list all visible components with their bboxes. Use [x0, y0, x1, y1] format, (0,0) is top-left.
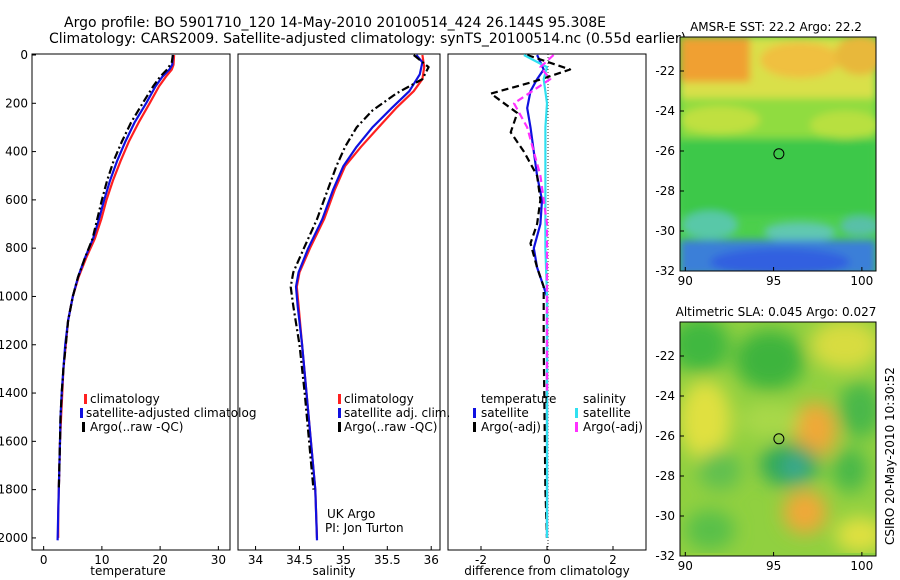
y-tick-label: 200 [5, 96, 28, 110]
legend-swatch-temp-satellite [473, 408, 476, 418]
legend-title-temperature: temperature [481, 392, 556, 406]
y-tick-label: 1600 [0, 434, 28, 448]
y-tick-label: 1400 [0, 386, 28, 400]
sst-map [680, 37, 876, 271]
legend-swatch-temp-argo [473, 422, 476, 432]
map-x-tick-label: 100 [850, 274, 873, 288]
legend-swatch-climatology [338, 394, 341, 404]
sla-map-axes: 90 95 100 -22 -24 -26 -28 -30 -32 [655, 349, 873, 573]
legend-swatch-argo [82, 422, 85, 432]
legend-label-satellite: satellite-adjusted climatolog [86, 406, 256, 420]
series-line-satellite [523, 54, 549, 538]
salinity-xlabel: salinity [312, 564, 355, 578]
series-line-argo-adj [512, 54, 555, 393]
map-x-tick-label: 90 [678, 274, 693, 288]
legend-swatch-climatology [84, 394, 87, 404]
temperature-panel [31, 53, 231, 551]
legend-label-argo: Argo(..raw -QC) [344, 420, 437, 434]
map-x-tick-label: 90 [678, 559, 693, 573]
legend-label-argo: Argo(..raw -QC) [90, 420, 183, 434]
salinity-panel [237, 53, 441, 551]
legend-label-temp-argo: Argo(-adj) [481, 420, 541, 434]
sst-map-frame [679, 36, 877, 272]
salinity-chart: 34 34.5 35 35.5 36 [248, 54, 439, 567]
legend-label-satellite: satellite adj. clim. [344, 406, 450, 420]
series-line-satellite-adj-clim [294, 54, 424, 541]
x-tick-label: 35.5 [374, 553, 401, 567]
header-line2: Climatology: CARS2009. Satellite-adjuste… [49, 31, 686, 47]
series-line-climatology [57, 54, 176, 538]
sla-map-title: Altimetric SLA: 0.045 Argo: 0.027 [676, 305, 877, 319]
header-line1: Argo profile: BO 5901710_120 14-May-2010… [64, 15, 606, 31]
x-tick-label: 10 [94, 553, 109, 567]
pi-label: PI: Jon Turton [325, 521, 404, 535]
temperature-legend: climatology satellite-adjusted climatolo… [80, 392, 256, 434]
map-x-tick-label: 100 [850, 559, 873, 573]
legend-label-climatology: climatology [90, 392, 160, 406]
argo-location-marker [773, 148, 785, 160]
map-y-tick-label: -24 [655, 104, 675, 118]
owner-label: UK Argo [327, 507, 375, 521]
sst-map-axes: 90 95 100 -22 -24 -26 -28 -30 -32 [655, 64, 873, 288]
x-tick-label: 20 [152, 553, 167, 567]
x-tick-label: 36 [424, 553, 439, 567]
legend-swatch-satellite [338, 408, 341, 418]
x-tick-label: 34 [248, 553, 263, 567]
x-tick-label: 35 [336, 553, 351, 567]
x-tick-label: 30 [211, 553, 226, 567]
y-tick-label: 800 [5, 241, 28, 255]
map-x-tick-label: 95 [766, 559, 781, 573]
y-tick-label: 2000 [0, 531, 28, 545]
map-y-tick-label: -24 [655, 389, 675, 403]
y-tick-label: 600 [5, 193, 28, 207]
map-y-tick-label: -22 [655, 349, 675, 363]
difference-xlabel: difference from climatology [464, 564, 630, 578]
legend-title-salinity: salinity [583, 392, 626, 406]
series-line-argo-adj [489, 53, 572, 538]
y-tick-label: 1800 [0, 483, 28, 497]
x-tick-label: 34.5 [286, 553, 313, 567]
map-y-tick-label: -30 [655, 224, 675, 238]
map-y-tick-label: -32 [655, 264, 675, 278]
sla-map [680, 322, 876, 556]
legend-swatch-argo [338, 422, 341, 432]
y-tick-label: 400 [5, 145, 28, 159]
legend-label-sal-satellite: satellite [583, 406, 631, 420]
map-y-tick-label: -28 [655, 469, 675, 483]
salinity-legend: climatology satellite adj. clim. Argo(..… [338, 392, 450, 434]
series-line-climatology [295, 54, 426, 538]
series-line-satellite-adjusted-climatolog [56, 54, 174, 541]
side-timestamp-label: CSIRO 20-May-2010 10:30:52 [883, 367, 897, 545]
y-tick-label: 0 [20, 48, 28, 62]
x-tick-label: 0 [40, 553, 48, 567]
map-y-tick-label: -22 [655, 64, 675, 78]
sla-map-frame [679, 321, 877, 557]
legend-swatch-sal-satellite [575, 408, 578, 418]
temperature-xlabel: temperature [90, 564, 165, 578]
map-y-tick-label: -28 [655, 184, 675, 198]
map-y-tick-label: -26 [655, 429, 675, 443]
x-tick-label: -2 [475, 553, 487, 567]
legend-swatch-satellite [80, 408, 83, 418]
legend-label-temp-satellite: satellite [481, 406, 529, 420]
map-y-tick-label: -32 [655, 549, 675, 563]
y-tick-label: 1200 [0, 338, 28, 352]
difference-chart: -2 0 2 [475, 53, 617, 567]
legend-label-sal-argo: Argo(-adj) [583, 420, 643, 434]
argo-location-marker [773, 433, 785, 445]
map-x-tick-label: 95 [766, 274, 781, 288]
x-tick-label: 0 [543, 553, 551, 567]
x-tick-label: 2 [609, 553, 617, 567]
sst-map-title: AMSR-E SST: 22.2 Argo: 22.2 [690, 20, 862, 34]
map-y-tick-label: -26 [655, 144, 675, 158]
series-line-argo-raw-qc [57, 54, 174, 490]
difference-legend: temperature satellite Argo(-adj) salinit… [473, 392, 643, 434]
legend-swatch-sal-argo [575, 422, 578, 432]
temperature-chart: 0 10 20 30 0 200 400 600 800 1000 1200 1400 1600 1800… [0, 48, 226, 567]
series-line-argo-raw-qc [289, 54, 430, 490]
legend-label-climatology: climatology [344, 392, 414, 406]
map-y-tick-label: -30 [655, 509, 675, 523]
y-tick-label: 1000 [0, 289, 28, 303]
